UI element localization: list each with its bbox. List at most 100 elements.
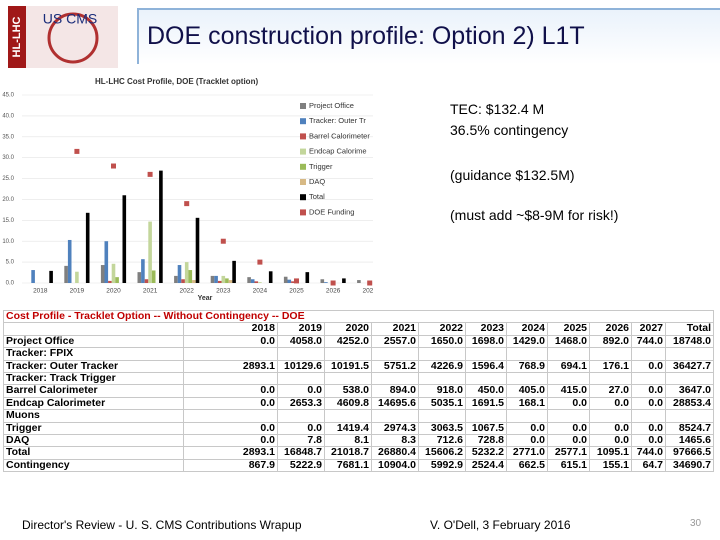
table-row: Tracker: Outer Tracker 2893.1 10129.6 10191… [3,359,714,374]
bar [195,217,200,283]
table-cell [277,409,325,423]
bar [342,278,346,283]
table-cell: 2653.3 [277,396,325,411]
logo-ring [47,12,99,64]
table-cell: 2893.1 [183,359,278,374]
table-cell: 21018.7 [324,446,372,460]
table-cell: 28853.4 [665,396,714,411]
table-cell: 0.0 [183,334,278,349]
table-cell: 2018 [183,322,278,336]
y-tick-label: 25.0 [2,176,14,182]
table-cell: 2974.3 [371,421,419,436]
legend-label: Tracker: Outer Tr [309,116,366,125]
legend-swatch [300,179,306,185]
legend-label: Project Office [309,101,354,110]
logo-side: HL-LHC [11,16,23,57]
table-cell: 8.3 [371,434,419,448]
bar [210,275,215,283]
slide-title: DOE construction profile: Option 2) L1T [147,22,585,50]
table-cell: 662.5 [506,458,548,473]
table-row: Total 2893.1 16848.7 21018.7 26880.4 15606.2 5… [3,446,714,460]
table-cell [547,347,590,361]
bar [122,195,127,283]
table-cell [418,409,466,423]
table-cell: 0.0 [631,396,666,411]
bar [305,272,310,283]
table-cell: 712.6 [418,434,466,448]
table-cell: 18748.0 [665,334,714,349]
table-cell: 2023 [465,322,507,336]
logo-main: US CMS [43,11,97,27]
bar [214,275,218,283]
table-cell: Endcap Calorimeter [3,396,184,411]
legend-swatch [300,194,306,201]
table-cell: 1596.4 [465,359,507,374]
cost-table: Cost Profile - Tracklet Option -- Withou… [3,309,714,473]
table-cell: 1698.0 [465,334,507,349]
table-cell: 2022 [418,322,466,336]
table-cell [465,372,507,386]
bar [111,263,116,283]
table-cell: 0.0 [183,421,278,436]
table-cell: 0.0 [277,384,325,398]
table-cell: 0.0 [631,384,666,398]
table-cell: 918.0 [418,384,466,398]
bar [188,270,193,283]
table-cell [631,347,666,361]
table-cell: 10129.6 [277,359,325,374]
bar [291,281,295,283]
table-cell: Tracker: FPIX [3,347,184,361]
funding-marker [367,280,373,286]
table-cell: 405.0 [506,384,548,398]
x-tick-label: 2022 [179,288,194,295]
bar [283,276,288,283]
table-cell: Barrel Calorimeter [3,384,184,398]
y-tick-label: 15.0 [2,218,14,224]
table-cell: 2021 [371,322,419,336]
table-cell: 0.0 [183,384,278,398]
chart: HL-LHC Cost Profile, DOE (Tracklet optio… [2,77,373,302]
table-cell: 0.0 [183,434,278,448]
table-cell: 1468.0 [547,334,590,349]
bar [31,270,35,283]
bar [115,277,119,283]
table-cell: 2027 [631,322,666,336]
y-tick-label: 40.0 [2,113,14,119]
table-cell: 2026 [589,322,632,336]
table-cell: 4252.0 [324,334,372,349]
chart-title: HL-LHC Cost Profile, DOE (Tracklet optio… [95,77,258,86]
table-cell [506,347,548,361]
bar [177,265,182,283]
table-row: Trigger 0.0 0.0 1419.4 2974.3 3063.5 1067.5 0.0… [3,421,714,436]
table-cell [183,372,278,386]
table-cell: 0.0 [183,396,278,411]
table-cell: Trigger [3,421,184,436]
table-cell [371,372,419,386]
table-cell: 27.0 [589,384,632,398]
legend-label: DOE Funding [309,207,354,216]
legend-swatch [300,163,306,170]
table-cell [506,409,548,423]
table-cell [277,372,325,386]
footer-center: V. O'Dell, 3 February 2016 [430,518,571,532]
table-cell [371,409,419,423]
x-tick-label: 2024 [253,288,268,295]
y-tick-label: 10.0 [2,239,14,245]
y-tick-label: 30.0 [2,155,14,161]
table-cell: 2577.1 [547,446,590,460]
table-cell [418,372,466,386]
table-cell: 5992.9 [418,458,466,473]
logo: HL-LHC US CMS [8,6,118,68]
table-cell: Contingency [3,458,184,473]
legend-swatch [300,133,306,140]
table-cell: 10191.5 [324,359,372,374]
table-cell: 415.0 [547,384,590,398]
table-cell [324,347,372,361]
table-cell: 2524.4 [465,458,507,473]
table-cell: 538.0 [324,384,372,398]
bar [49,270,53,283]
funding-marker [257,259,263,265]
table-cell [665,372,714,386]
table-cell: Total [3,446,184,460]
x-tick-label: 2020 [106,288,121,295]
